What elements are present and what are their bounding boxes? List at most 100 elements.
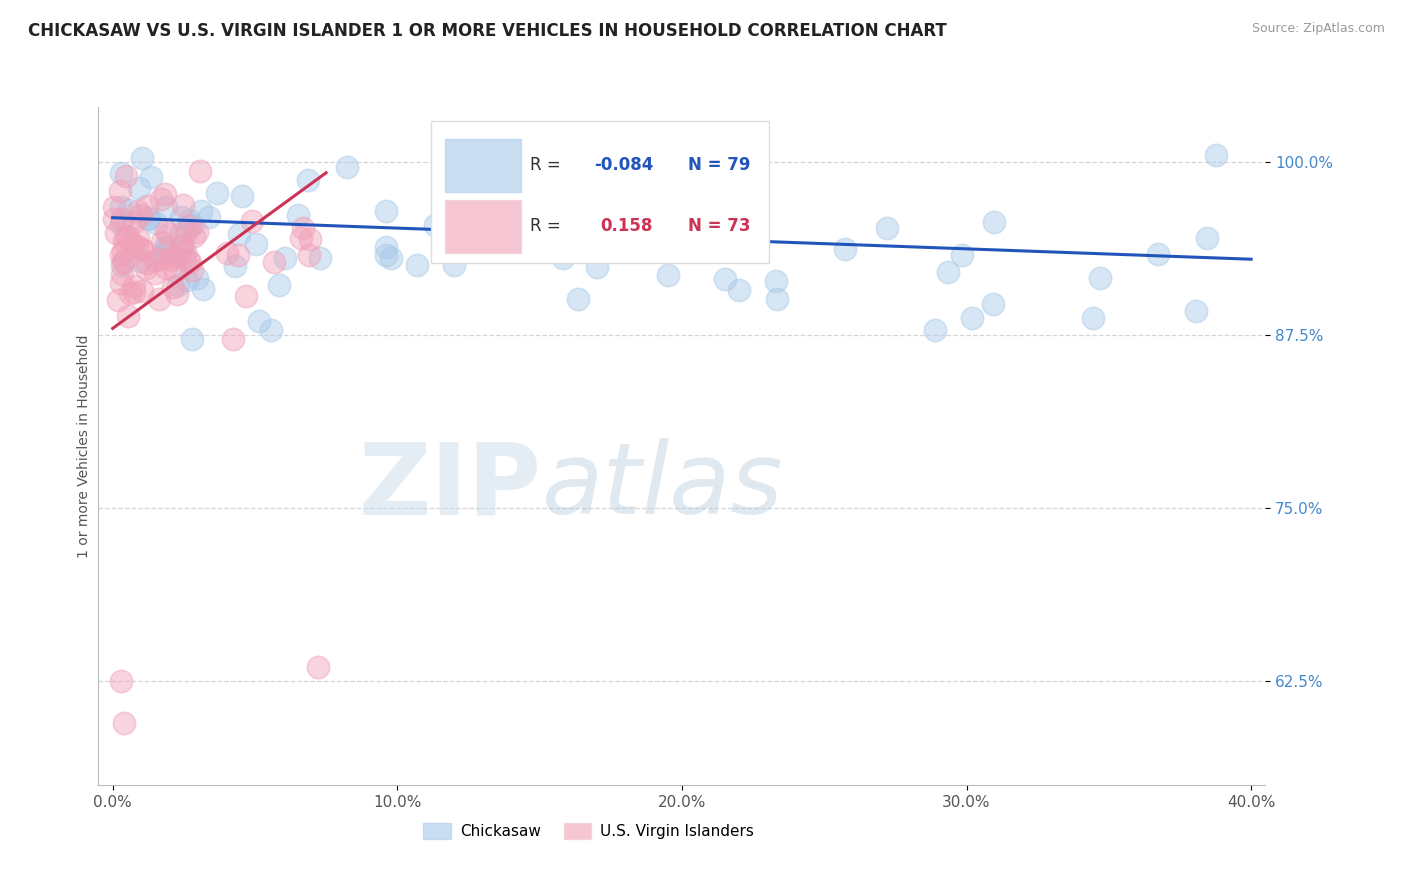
Point (245, 237, 267, 252)
Point (136, 256, 159, 270)
Point (176, 223, 198, 237)
Point (183, 229, 205, 244)
Text: R =: R = (530, 156, 561, 174)
Point (179, 212, 201, 227)
Point (374, 247, 396, 261)
Point (111, 211, 134, 226)
Point (308, 251, 330, 265)
Point (298, 232, 321, 246)
Point (135, 260, 157, 275)
Point (297, 173, 319, 187)
Point (714, 272, 737, 286)
Point (924, 323, 946, 337)
Point (298, 248, 321, 262)
Text: CHICKASAW VS U.S. VIRGIN ISLANDER 1 OR MORE VEHICLES IN HOUSEHOLD CORRELATION CH: CHICKASAW VS U.S. VIRGIN ISLANDER 1 OR M… (28, 22, 946, 40)
Point (179, 255, 201, 269)
Point (117, 309, 139, 323)
Point (110, 276, 132, 290)
Point (655, 217, 678, 231)
Point (307, 660, 329, 674)
Text: R =: R = (530, 217, 561, 235)
Point (176, 273, 198, 287)
Point (190, 203, 212, 218)
Text: atlas: atlas (541, 438, 783, 535)
Point (166, 287, 188, 301)
Point (668, 194, 690, 208)
Point (235, 289, 257, 303)
Point (336, 160, 359, 174)
Point (375, 240, 398, 254)
Point (423, 218, 446, 232)
Point (155, 247, 177, 261)
Point (205, 186, 228, 200)
Point (766, 292, 789, 306)
Point (148, 252, 170, 266)
Point (240, 214, 263, 228)
Point (127, 203, 149, 218)
Point (111, 258, 134, 272)
Point (287, 208, 309, 222)
Point (112, 254, 135, 268)
Point (228, 227, 250, 241)
Point (269, 278, 291, 293)
Point (1185, 304, 1208, 318)
Point (131, 285, 153, 299)
Point (160, 253, 183, 268)
Point (152, 235, 174, 249)
Text: 0.158: 0.158 (600, 217, 652, 235)
Point (150, 246, 173, 260)
Point (551, 251, 574, 265)
Point (186, 270, 208, 285)
Point (172, 237, 194, 252)
Point (112, 255, 135, 269)
Point (374, 204, 396, 219)
Point (107, 293, 129, 308)
Point (222, 332, 245, 346)
Point (551, 142, 574, 156)
Point (155, 260, 177, 275)
Text: -0.084: -0.084 (595, 156, 654, 174)
Point (260, 323, 283, 337)
Point (173, 253, 195, 268)
Point (112, 715, 135, 730)
Point (170, 226, 193, 240)
Point (180, 218, 202, 232)
Point (292, 221, 315, 235)
Point (180, 332, 202, 346)
Point (155, 224, 177, 238)
Point (143, 252, 166, 267)
Point (224, 260, 246, 274)
Point (983, 215, 1005, 229)
Point (153, 240, 176, 254)
Point (111, 244, 134, 259)
Point (156, 227, 179, 241)
Point (198, 210, 221, 224)
Point (153, 186, 176, 201)
Point (226, 248, 249, 262)
Point (834, 242, 856, 256)
Point (1088, 270, 1111, 285)
Y-axis label: 1 or more Vehicles in Household: 1 or more Vehicles in Household (77, 334, 91, 558)
Point (174, 245, 197, 260)
Point (167, 278, 190, 293)
Point (111, 268, 134, 282)
Point (110, 674, 132, 689)
Point (110, 201, 132, 215)
Point (876, 221, 898, 235)
Point (120, 285, 142, 300)
Point (129, 208, 152, 222)
Point (247, 314, 270, 328)
Point (143, 266, 166, 280)
Point (129, 254, 152, 268)
Point (406, 258, 429, 272)
Point (114, 169, 136, 183)
FancyBboxPatch shape (432, 120, 769, 263)
Point (567, 292, 589, 306)
Point (960, 310, 983, 325)
Point (231, 189, 253, 203)
Point (138, 211, 160, 226)
Point (380, 251, 402, 265)
Point (103, 200, 125, 214)
Point (163, 264, 186, 278)
Point (443, 258, 465, 272)
